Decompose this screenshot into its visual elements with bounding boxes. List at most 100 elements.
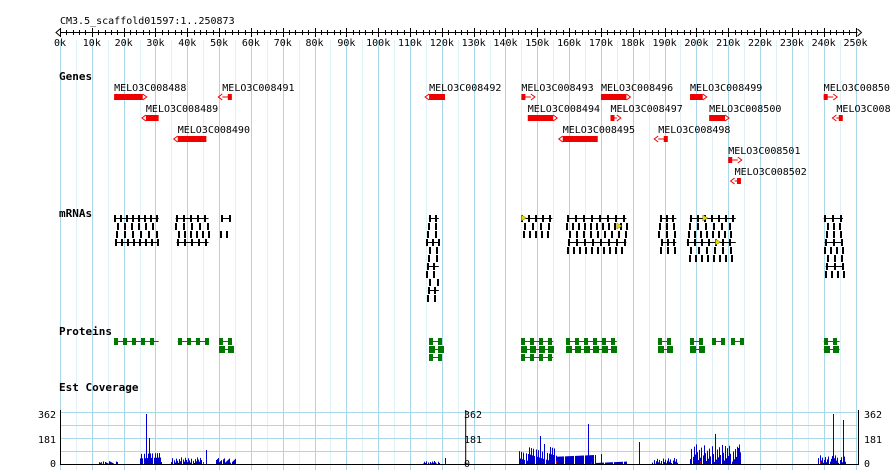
mrna-exon bbox=[711, 215, 713, 222]
mrna-cluster[interactable] bbox=[114, 215, 159, 246]
mrna-exon bbox=[729, 223, 731, 230]
ruler-tick-label: 110k bbox=[398, 38, 422, 49]
gene-feature[interactable]: MELO3C008490 bbox=[172, 125, 250, 143]
gene-feature[interactable]: MELO3C008488 bbox=[114, 83, 186, 101]
mrna-cluster[interactable] bbox=[566, 215, 628, 254]
coverage-bar bbox=[174, 460, 175, 464]
coverage-bar bbox=[558, 456, 559, 464]
est-coverage-track[interactable]: 362 181 0 362 181 0 362 181 0 bbox=[38, 410, 882, 470]
protein-cluster[interactable] bbox=[823, 338, 840, 353]
mrna-cluster[interactable] bbox=[425, 215, 440, 302]
coverage-bar bbox=[539, 457, 540, 464]
gene-glyph bbox=[663, 136, 668, 142]
gene-feature[interactable]: MELO3C008491 bbox=[217, 83, 295, 101]
ruler-tick-label: 240k bbox=[812, 38, 836, 49]
mrna-exon bbox=[833, 239, 835, 246]
mrna-exon bbox=[535, 231, 537, 238]
mrna-cluster[interactable] bbox=[823, 215, 845, 278]
mrna-exon bbox=[624, 239, 626, 246]
genes-track[interactable]: MELO3C008488 MELO3C008491 MELO3C008492 MELO… bbox=[114, 83, 890, 185]
protein-block bbox=[658, 346, 664, 353]
protein-block bbox=[530, 338, 534, 345]
coordinate-ruler[interactable]: 0k 10k 20k 30k 40k 50k 60k 70k 80k 90k 100k 110k 120… bbox=[54, 28, 868, 49]
mrna-cluster[interactable] bbox=[220, 215, 231, 238]
coverage-bar bbox=[172, 458, 173, 464]
mrna-exon bbox=[615, 247, 617, 254]
gene-feature[interactable]: MELO3C008499 bbox=[690, 83, 762, 101]
protein-cluster[interactable] bbox=[658, 338, 673, 353]
mrna-exon bbox=[833, 231, 835, 238]
coverage-bar bbox=[148, 453, 149, 464]
protein-cluster[interactable] bbox=[219, 338, 234, 353]
coverage-bar bbox=[820, 462, 821, 464]
protein-cluster[interactable] bbox=[521, 338, 554, 361]
gene-feature[interactable]: MELO3C008500 bbox=[709, 104, 781, 122]
coverage-bar bbox=[667, 460, 668, 464]
mrna-exon bbox=[139, 239, 141, 246]
protein-block bbox=[219, 338, 223, 345]
coverage-bar bbox=[180, 461, 181, 464]
mrnas-track[interactable] bbox=[114, 214, 845, 302]
protein-cluster[interactable] bbox=[731, 338, 744, 345]
protein-cluster[interactable] bbox=[429, 338, 444, 361]
protein-cluster[interactable] bbox=[114, 338, 159, 345]
coverage-bar bbox=[695, 454, 696, 464]
gene-feature[interactable]: MELO3C008489 bbox=[141, 104, 218, 122]
coverage-bar bbox=[158, 457, 159, 464]
protein-block bbox=[205, 338, 209, 345]
gene-feature[interactable]: MELO3C008502 bbox=[729, 167, 807, 185]
protein-block bbox=[690, 346, 696, 353]
mrna-exon bbox=[190, 231, 192, 238]
coverage-bar bbox=[656, 461, 657, 464]
coverage-bar bbox=[719, 447, 720, 464]
gene-feature[interactable]: MELO3C008504 bbox=[831, 104, 890, 122]
coverage-bar bbox=[554, 448, 555, 464]
coverage-bar bbox=[708, 458, 709, 464]
gene-feature[interactable]: MELO3C008494 bbox=[527, 104, 600, 122]
mrna-exon bbox=[732, 215, 734, 222]
utr-marker bbox=[702, 214, 709, 222]
mrna-exon bbox=[687, 239, 689, 246]
coverage-bar bbox=[116, 461, 117, 464]
mrna-exon bbox=[666, 231, 668, 238]
coverage-bar bbox=[201, 460, 202, 464]
coverage-bar bbox=[739, 444, 740, 464]
mrna-exon bbox=[840, 231, 842, 238]
mrna-exon bbox=[576, 231, 578, 238]
mrna-exon bbox=[608, 239, 610, 246]
coverage-bar bbox=[142, 458, 143, 464]
protein-block bbox=[548, 338, 552, 345]
mrna-exon bbox=[826, 263, 828, 270]
protein-block bbox=[699, 346, 705, 353]
coverage-bar bbox=[234, 459, 235, 464]
gene-feature[interactable]: MELO3C008498 bbox=[653, 125, 730, 143]
gene-feature[interactable]: MELO3C008492 bbox=[424, 83, 501, 101]
coverage-bar bbox=[597, 462, 598, 464]
coverage-bar bbox=[527, 460, 528, 464]
proteins-track[interactable] bbox=[114, 338, 840, 361]
gene-feature[interactable]: MELO3C008503 bbox=[823, 83, 890, 101]
protein-cluster[interactable] bbox=[690, 338, 705, 353]
gene-feature[interactable]: MELO3C008497 bbox=[610, 104, 683, 122]
mrna-cluster[interactable] bbox=[658, 215, 677, 254]
mrna-cluster[interactable] bbox=[175, 215, 210, 246]
mrna-exon bbox=[549, 215, 551, 222]
coverage-bar bbox=[838, 462, 839, 464]
mrna-exon bbox=[178, 231, 180, 238]
coverage-bar bbox=[530, 454, 531, 464]
protein-cluster[interactable] bbox=[177, 338, 209, 345]
mrna-exon bbox=[713, 255, 715, 262]
protein-cluster[interactable] bbox=[565, 338, 617, 353]
gene-feature[interactable]: MELO3C008501 bbox=[728, 146, 800, 164]
mrna-exon bbox=[597, 247, 599, 254]
mrna-exon bbox=[695, 255, 697, 262]
mrna-exon bbox=[196, 231, 198, 238]
coverage-bar bbox=[424, 461, 425, 464]
mrna-exon bbox=[523, 231, 525, 238]
gene-feature[interactable]: MELO3C008493 bbox=[521, 83, 594, 101]
coverage-bar bbox=[529, 447, 530, 464]
protein-block bbox=[132, 338, 136, 345]
protein-cluster[interactable] bbox=[712, 338, 725, 345]
gene-feature[interactable]: MELO3C008496 bbox=[600, 83, 673, 101]
gene-feature[interactable]: MELO3C008495 bbox=[557, 125, 635, 143]
